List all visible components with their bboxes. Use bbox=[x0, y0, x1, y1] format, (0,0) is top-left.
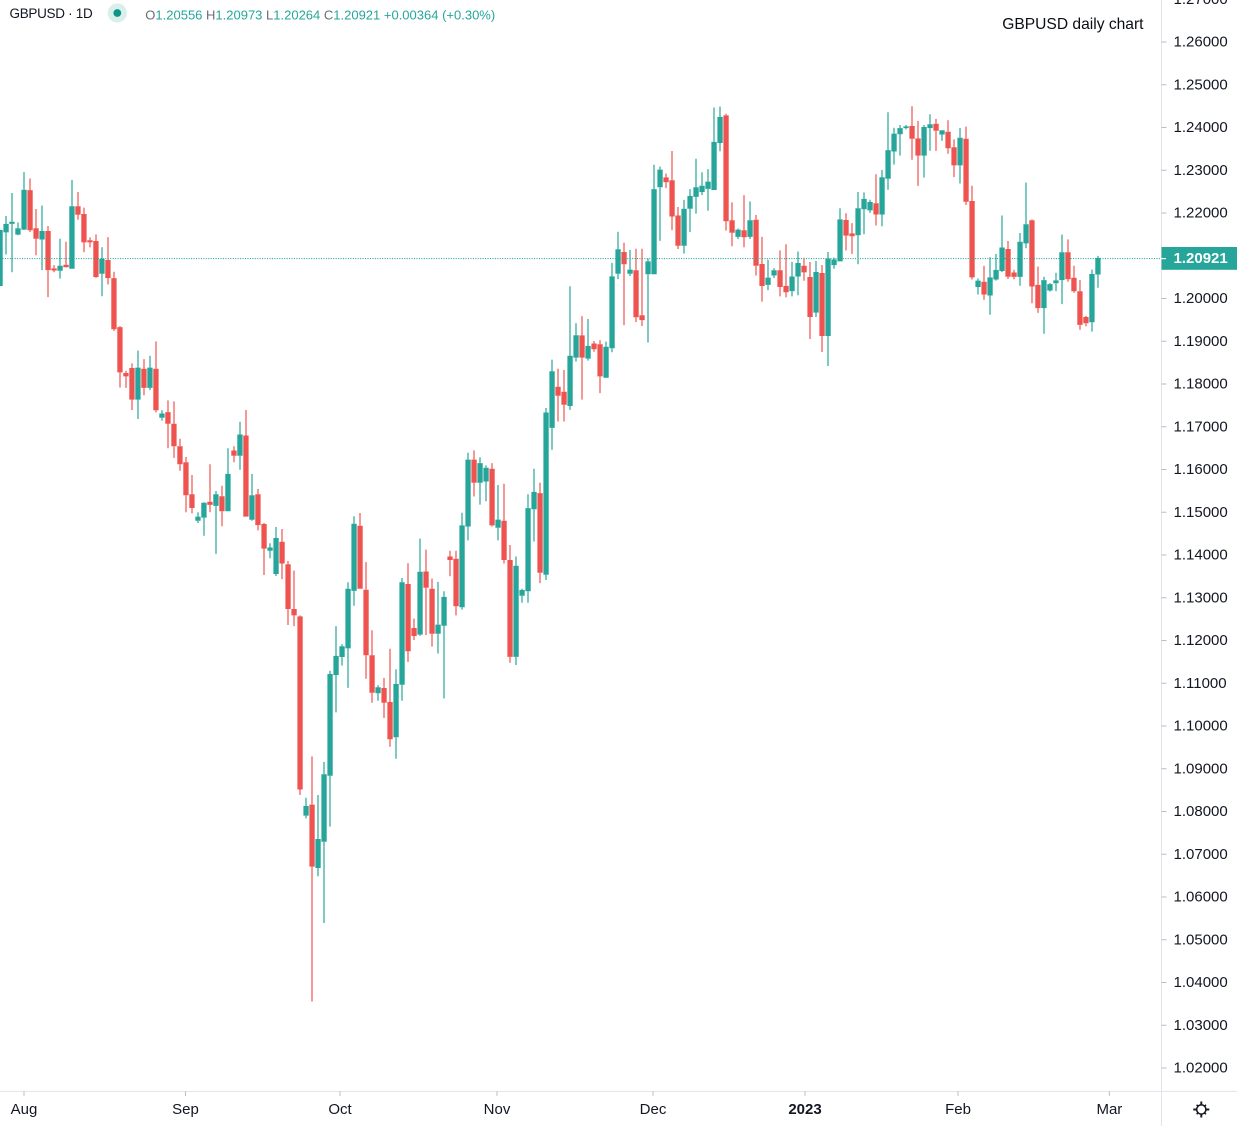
svg-text:1.12000: 1.12000 bbox=[1174, 632, 1228, 649]
svg-text:1.07000: 1.07000 bbox=[1174, 846, 1228, 863]
svg-text:1.23000: 1.23000 bbox=[1174, 162, 1228, 179]
svg-text:1.13000: 1.13000 bbox=[1174, 589, 1228, 606]
svg-text:1.20000: 1.20000 bbox=[1174, 290, 1228, 307]
svg-text:Mar: Mar bbox=[1096, 1101, 1122, 1118]
svg-text:1.06000: 1.06000 bbox=[1174, 889, 1228, 906]
svg-text:1.25000: 1.25000 bbox=[1174, 76, 1228, 93]
svg-text:1.19000: 1.19000 bbox=[1174, 333, 1228, 350]
svg-text:1.17000: 1.17000 bbox=[1174, 418, 1228, 435]
svg-text:1.04000: 1.04000 bbox=[1174, 974, 1228, 991]
svg-text:Sep: Sep bbox=[172, 1101, 199, 1118]
svg-text:GBPUSD · 1D: GBPUSD · 1D bbox=[10, 6, 94, 21]
svg-text:1.26000: 1.26000 bbox=[1174, 34, 1228, 51]
svg-text:GBPUSD daily chart: GBPUSD daily chart bbox=[1002, 16, 1144, 33]
svg-text:1.27000: 1.27000 bbox=[1174, 0, 1228, 8]
svg-text:1.22000: 1.22000 bbox=[1174, 205, 1228, 222]
svg-text:Nov: Nov bbox=[484, 1101, 511, 1118]
svg-text:1.11000: 1.11000 bbox=[1174, 675, 1227, 692]
svg-text:1.16000: 1.16000 bbox=[1174, 461, 1228, 478]
svg-text:1.09000: 1.09000 bbox=[1174, 760, 1228, 777]
svg-text:2023: 2023 bbox=[788, 1101, 821, 1118]
svg-text:1.08000: 1.08000 bbox=[1174, 803, 1228, 820]
svg-text:1.18000: 1.18000 bbox=[1174, 376, 1228, 393]
svg-text:1.02000: 1.02000 bbox=[1174, 1060, 1228, 1077]
svg-text:Oct: Oct bbox=[328, 1101, 352, 1118]
svg-text:1.24000: 1.24000 bbox=[1174, 119, 1228, 136]
svg-text:1.03000: 1.03000 bbox=[1174, 1017, 1228, 1034]
svg-text:Dec: Dec bbox=[640, 1101, 667, 1118]
svg-text:Feb: Feb bbox=[945, 1101, 971, 1118]
svg-text:O1.20556 H1.20973 L1.20264 C1.: O1.20556 H1.20973 L1.20264 C1.20921 +0.0… bbox=[145, 7, 495, 22]
svg-text:1.20921: 1.20921 bbox=[1174, 250, 1228, 267]
svg-text:1.14000: 1.14000 bbox=[1174, 547, 1228, 564]
svg-text:1.05000: 1.05000 bbox=[1174, 931, 1228, 948]
svg-text:1.15000: 1.15000 bbox=[1174, 504, 1228, 521]
svg-text:Aug: Aug bbox=[11, 1101, 38, 1118]
svg-text:1.10000: 1.10000 bbox=[1174, 718, 1228, 735]
